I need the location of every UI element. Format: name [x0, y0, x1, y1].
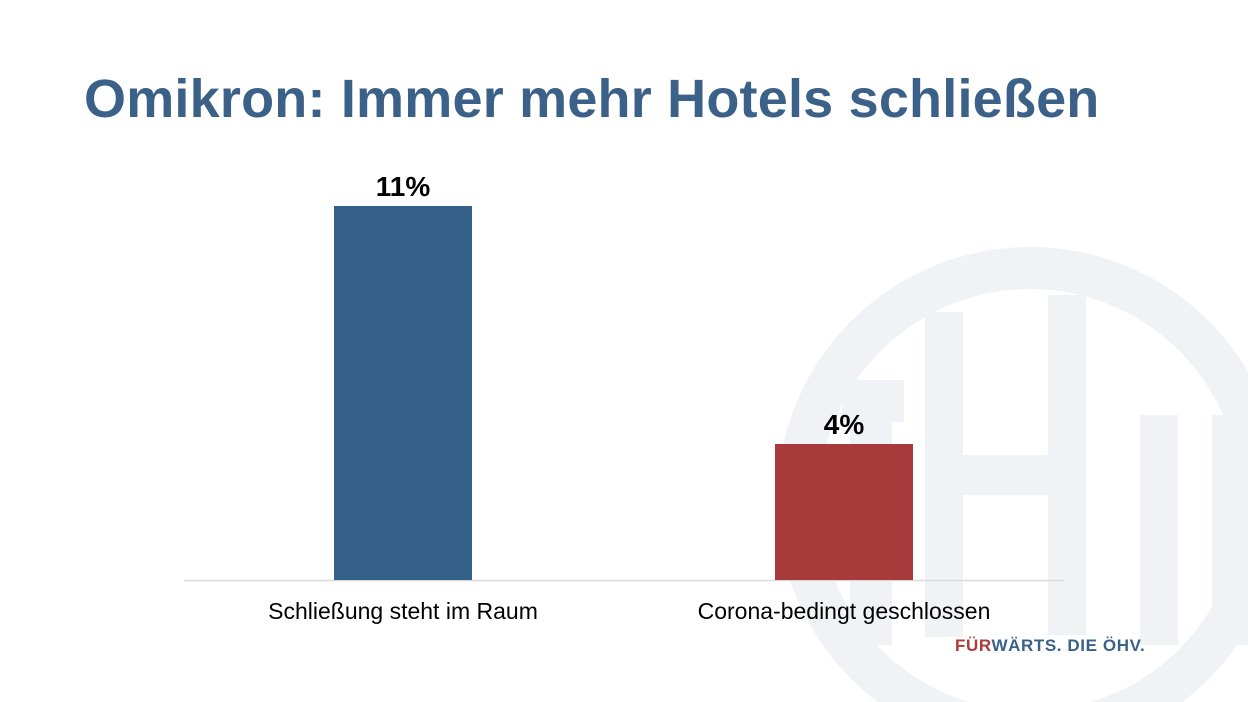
- category-label-1: Schließung steht im Raum: [268, 598, 538, 624]
- brand-slogan-part2: WÄRTS. DIE ÖHV.: [991, 636, 1146, 655]
- bar-1: [334, 206, 472, 580]
- data-label-2: 4%: [824, 409, 865, 440]
- watermark-v-left: [1140, 415, 1178, 645]
- watermark-v-right: [1212, 415, 1248, 645]
- brand-slogan-part1: FÜR: [955, 636, 992, 655]
- bar-2: [775, 444, 913, 580]
- data-label-1: 11%: [376, 171, 431, 202]
- watermark-h-bar: [925, 455, 1085, 495]
- brand-slogan: FÜRWÄRTS. DIE ÖHV.: [955, 636, 1145, 656]
- watermark-umlaut-dot: [842, 380, 904, 422]
- page-title: Omikron: Immer mehr Hotels schließen: [84, 69, 1100, 129]
- category-label-2: Corona-bedingt geschlossen: [698, 598, 991, 624]
